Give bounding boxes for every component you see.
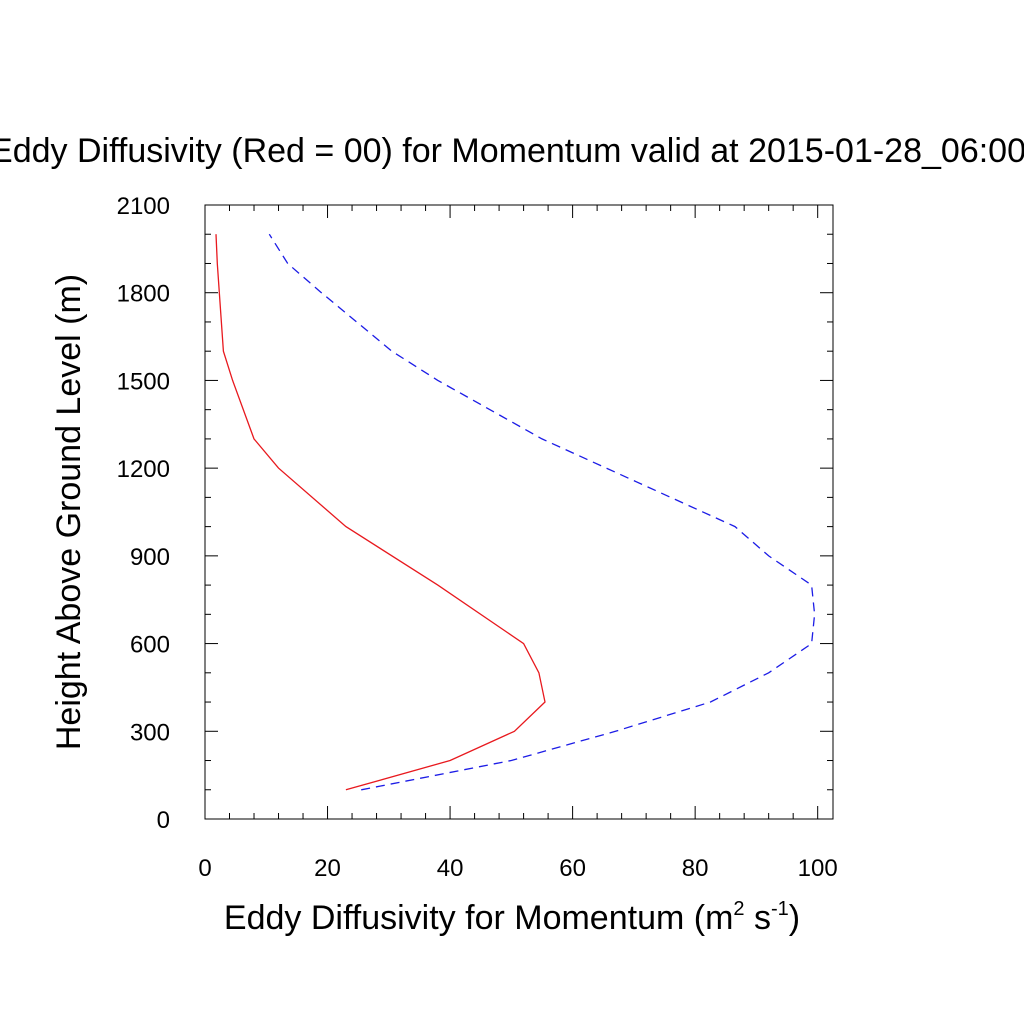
x-tick-label: 0 [198, 855, 211, 882]
x-axis-label-sup1: 2 [733, 898, 744, 920]
x-axis-label-end: ) [789, 899, 800, 937]
y-tick-label: 1200 [117, 456, 170, 483]
x-axis-label-main: Eddy Diffusivity for Momentum (m [224, 899, 734, 937]
y-tick-label: 2100 [117, 193, 170, 220]
x-tick-label: 40 [437, 855, 464, 882]
x-axis-label-sup2: -1 [771, 898, 789, 920]
x-tick-label: 20 [314, 855, 341, 882]
x-axis-label-mid: s [745, 899, 771, 937]
x-axis-label: Eddy Diffusivity for Momentum (m2 s-1) [224, 898, 800, 937]
y-tick-label: 900 [130, 544, 170, 571]
x-tick-label: 80 [682, 855, 709, 882]
x-tick-label: 60 [559, 855, 586, 882]
y-tick-label: 1500 [117, 368, 170, 395]
plot-area: 0 20 40 60 80 100 0 300 600 900 1200 1500 1800 2100 [117, 193, 838, 882]
series-line-1 [215, 234, 546, 791]
y-tick-label: 1800 [117, 281, 170, 308]
x-tick-label: 100 [798, 855, 838, 882]
y-axis-label: Height Above Ground Level (m) [50, 274, 88, 750]
y-tick-label: 300 [130, 719, 170, 746]
chart-title: Eddy Diffusivity (Red = 00) for Momentum… [0, 132, 1024, 170]
series-line-2 [268, 233, 816, 791]
y-tick-label: 0 [157, 807, 170, 834]
y-tick-label: 600 [130, 632, 170, 659]
plot-frame [204, 204, 834, 820]
